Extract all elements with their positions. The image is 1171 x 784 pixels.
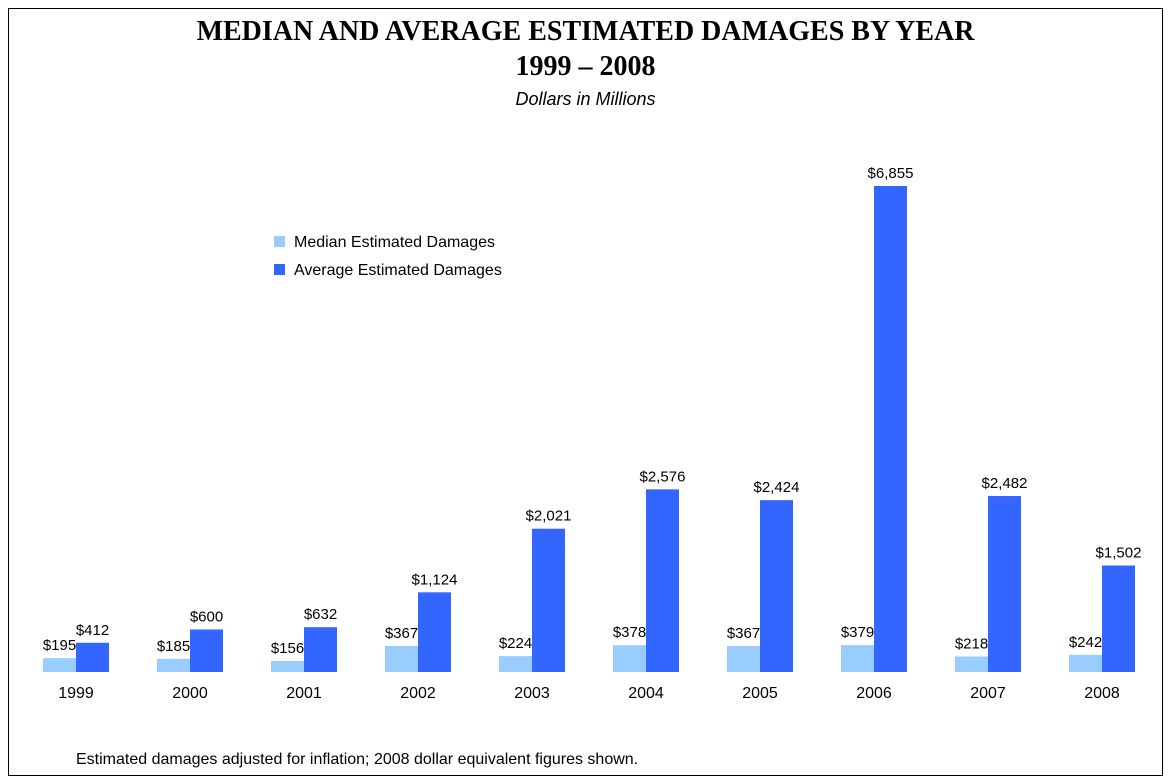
median-bar-2004 [613, 645, 646, 672]
x-tick-label-2001: 2001 [286, 685, 322, 702]
chart-footnote: Estimated damages adjusted for inflation… [76, 751, 639, 768]
x-tick-label-1999: 1999 [58, 685, 94, 702]
average-bar-1999 [76, 642, 109, 672]
average-label-2005: $2,424 [754, 479, 800, 496]
average-label-2001: $632 [304, 606, 337, 623]
average-label-2004: $2,576 [640, 468, 686, 485]
median-bar-2008 [1069, 654, 1102, 672]
median-bar-2007 [955, 656, 988, 672]
x-tick-label-2000: 2000 [172, 685, 208, 702]
chart-title: MEDIAN AND AVERAGE ESTIMATED DAMAGES BY … [196, 16, 975, 47]
legend-average-label: Average Estimated Damages [294, 262, 502, 279]
median-label-2002: $367 [385, 625, 418, 642]
average-bar-2008 [1102, 565, 1135, 672]
average-label-2000: $600 [190, 608, 223, 625]
average-bar-2007 [988, 496, 1021, 672]
x-tick-label-2005: 2005 [742, 685, 778, 702]
median-bar-2003 [499, 656, 532, 672]
median-label-2003: $224 [499, 635, 532, 652]
chart-title-years: 1999 – 2008 [515, 51, 656, 82]
median-label-2005: $367 [727, 625, 760, 642]
median-bar-2005 [727, 645, 760, 672]
median-bar-2002 [385, 645, 418, 672]
x-tick-label-2007: 2007 [970, 685, 1006, 702]
average-label-2007: $2,482 [982, 475, 1028, 492]
median-label-2007: $218 [955, 636, 988, 653]
average-label-2002: $1,124 [412, 571, 458, 588]
median-bar-1999 [43, 658, 76, 672]
median-label-2004: $378 [613, 624, 646, 641]
x-tick-label-2008: 2008 [1084, 685, 1120, 702]
x-tick-label-2002: 2002 [400, 685, 436, 702]
median-label-2001: $156 [271, 640, 304, 657]
median-bar-2006 [841, 645, 874, 672]
legend-median-label: Median Estimated Damages [294, 234, 495, 251]
average-bar-2004 [646, 489, 679, 672]
average-bar-2000 [190, 629, 223, 672]
median-label-2008: $242 [1069, 634, 1102, 651]
average-bar-2001 [304, 627, 337, 672]
median-label-1999: $195 [43, 637, 76, 654]
average-label-2008: $1,502 [1096, 545, 1142, 562]
x-tick-label-2006: 2006 [856, 685, 892, 702]
average-bar-2006 [874, 186, 907, 672]
median-bar-2000 [157, 658, 190, 672]
median-label-2006: $379 [841, 624, 874, 641]
average-bar-2003 [532, 528, 565, 672]
average-label-2003: $2,021 [526, 508, 572, 525]
average-bar-2002 [418, 592, 451, 672]
average-label-1999: $412 [76, 622, 109, 639]
median-bar-2001 [271, 660, 304, 672]
median-label-2000: $185 [157, 638, 190, 655]
average-label-2006: $6,855 [868, 165, 914, 182]
average-bar-2005 [760, 500, 793, 672]
x-tick-label-2004: 2004 [628, 685, 664, 702]
chart-subtitle: Dollars in Millions [515, 89, 656, 109]
legend-median-swatch [274, 236, 285, 247]
x-tick-label-2003: 2003 [514, 685, 550, 702]
legend-average-swatch [274, 264, 285, 275]
